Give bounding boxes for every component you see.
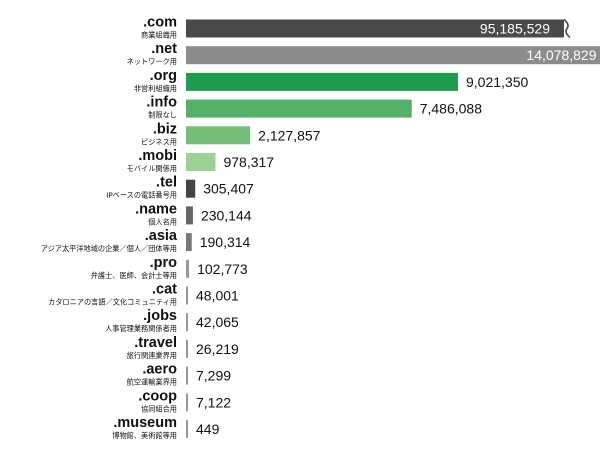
tld-description: モバイル関係用 [127, 164, 177, 173]
bar [186, 126, 251, 145]
bar [186, 366, 188, 385]
tld-description: 個人名用 [148, 217, 177, 226]
bar [186, 99, 412, 118]
data-label: 305,407 [203, 181, 254, 197]
tld-label: .info [146, 95, 177, 111]
data-label: 978,317 [223, 154, 274, 170]
bar [186, 313, 188, 332]
tld-label: .aero [142, 362, 177, 378]
tld-label: .name [135, 201, 177, 217]
tld-description: 旅行関連業界用 [127, 351, 177, 360]
tld-description: 弁護士、医師、会計士等用 [91, 271, 177, 280]
tld-label: .jobs [143, 308, 177, 324]
data-label: 7,122 [196, 394, 231, 410]
tld-label: .net [151, 41, 177, 57]
data-label: 14,078,829 [526, 47, 596, 63]
data-label: 42,065 [196, 314, 239, 330]
data-label: 9,021,350 [466, 74, 528, 90]
tld-label: .coop [138, 388, 177, 404]
bar [186, 259, 190, 278]
tld-label: .tel [156, 175, 177, 191]
bar [186, 420, 188, 438]
data-label: 230,144 [201, 207, 252, 223]
tld-description: 博物館、美術館等用 [112, 431, 177, 440]
tld-label: .com [143, 15, 177, 31]
data-label: 7,299 [196, 368, 231, 384]
tld-description: カタロニアの言語／文化コミュニティ用 [48, 298, 177, 307]
tld-label: .travel [134, 335, 177, 351]
data-label: 449 [196, 421, 220, 437]
tld-label: .asia [145, 228, 178, 244]
tld-description: ネットワーク用 [127, 57, 177, 66]
tld-description: 協同組合用 [141, 404, 177, 413]
tld-label: .museum [113, 415, 177, 431]
bar [186, 286, 188, 305]
tld-description: ビジネス用 [141, 137, 177, 146]
tld-description: 航空運輸業界用 [127, 378, 177, 387]
tld-description: 商業組織用 [141, 31, 177, 40]
data-label: 95,185,529 [480, 21, 550, 37]
bar [186, 393, 188, 412]
bar [186, 206, 193, 225]
tld-description: IPベースの電話番号用 [106, 191, 177, 200]
tld-label: .pro [150, 255, 178, 271]
data-label: 48,001 [196, 288, 239, 304]
tld-description: アジア太平洋地域の企業／個人／団体等用 [41, 244, 177, 253]
tld-description: 非営利組織用 [134, 84, 177, 93]
axis-break-marker [563, 18, 571, 39]
tld-label: .cat [152, 282, 177, 298]
data-label: 2,127,857 [258, 127, 320, 143]
bar [186, 19, 564, 38]
tld-label: .biz [153, 121, 177, 137]
data-label: 102,773 [197, 261, 248, 277]
tld-label: .org [150, 68, 177, 84]
tld-label: .mobi [138, 148, 177, 164]
data-label: 26,219 [196, 341, 239, 357]
tld-description: 人事管理業務関係者用 [105, 324, 177, 333]
bar [186, 339, 188, 358]
bar [186, 233, 192, 252]
bar [186, 46, 600, 65]
data-label: 7,486,088 [420, 101, 482, 117]
data-label: 190,314 [200, 234, 251, 250]
bar [186, 153, 216, 171]
bar [186, 179, 196, 198]
tld-description: 制限なし [148, 111, 177, 120]
bar [186, 72, 458, 91]
